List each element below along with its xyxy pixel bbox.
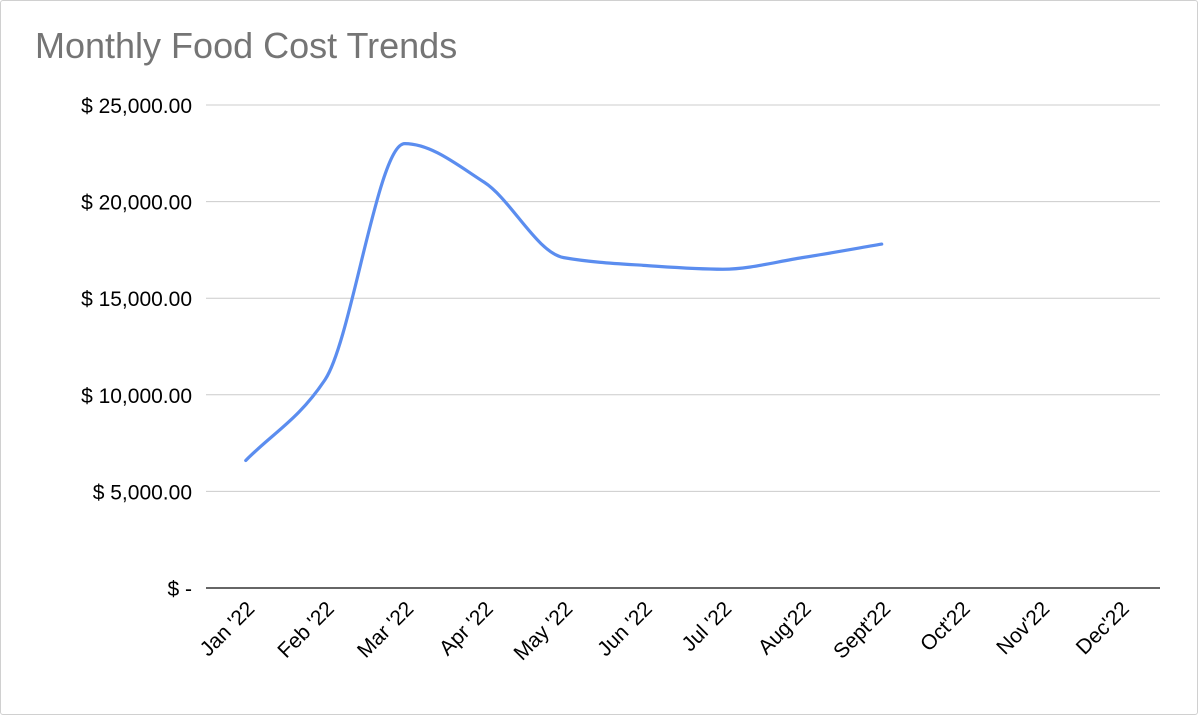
x-tick-label: Jun '22: [593, 597, 657, 661]
x-axis-tick-labels: Jan '22 Feb '22 Mar '22 Apr '22 May '22 Jun '…: [196, 597, 1134, 665]
series-lines: [244, 142, 884, 463]
y-tick-label: $ 10,000.00: [81, 385, 192, 408]
x-tick-label: Jan '22: [196, 597, 260, 661]
data-point: [641, 263, 645, 267]
x-tick-label: Mar '22: [353, 597, 418, 662]
y-tick-label: $ 25,000.00: [81, 95, 192, 118]
x-tick-label: Nov'22: [992, 597, 1054, 659]
x-tick-label: Oct'22: [916, 597, 975, 656]
chart-title: Monthly Food Cost Trends: [35, 25, 458, 66]
data-point: [880, 242, 884, 246]
y-tick-label: $ -: [167, 578, 192, 601]
data-point: [721, 267, 725, 271]
x-tick-label: Aug'22: [754, 597, 816, 659]
data-point: [482, 180, 486, 184]
series-line: [244, 142, 884, 463]
y-axis-tick-labels: $ - $ 5,000.00 $ 10,000.00 $ 15,000.00 $ 20,…: [81, 95, 192, 601]
data-point: [403, 142, 407, 146]
x-tick-label: Dec'22: [1072, 597, 1134, 659]
y-tick-label: $ 20,000.00: [81, 192, 192, 215]
data-point: [800, 256, 804, 260]
x-tick-label: Apr '22: [435, 597, 498, 660]
x-tick-label: Sept'22: [829, 597, 895, 663]
x-tick-label: Feb '22: [273, 597, 338, 662]
y-tick-label: $ 5,000.00: [93, 481, 192, 504]
data-point: [244, 458, 248, 462]
gridlines: [206, 104, 1160, 589]
y-tick-label: $ 15,000.00: [81, 288, 192, 311]
data-point: [562, 256, 566, 260]
x-tick-label: Jul '22: [678, 597, 737, 656]
x-tick-label: May '22: [509, 597, 577, 665]
data-point: [323, 377, 327, 381]
